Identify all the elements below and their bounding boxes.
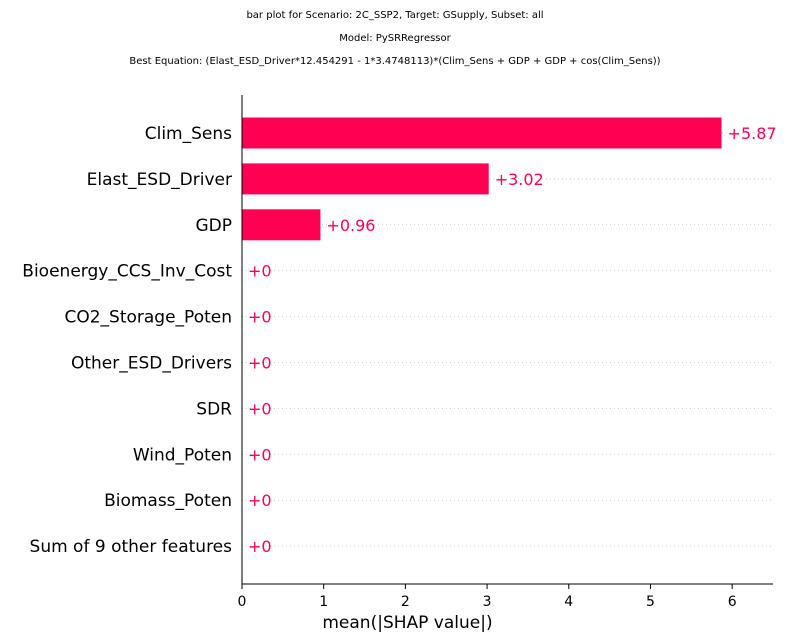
value-label-4: +0 (248, 308, 272, 327)
bar-1 (242, 163, 489, 195)
value-label-5: +0 (248, 354, 272, 373)
value-label-7: +0 (248, 445, 272, 464)
value-label-3: +0 (248, 262, 272, 281)
category-label-5: Other_ESD_Drivers (71, 354, 232, 374)
category-label-0: Clim_Sens (145, 124, 232, 144)
category-label-3: Bioenergy_CCS_Inv_Cost (22, 262, 232, 282)
category-label-6: SDR (196, 399, 232, 419)
value-label-0: +5.87 (728, 124, 777, 143)
chart-title-line-1: bar plot for Scenario: 2C_SSP2, Target: … (246, 10, 544, 21)
value-label-9: +0 (248, 537, 272, 556)
category-label-2: GDP (195, 216, 232, 236)
bar-0 (242, 117, 722, 149)
x-tick-label-3: 3 (483, 594, 492, 610)
category-label-1: Elast_ESD_Driver (87, 170, 232, 190)
x-tick-label-1: 1 (319, 594, 328, 610)
x-axis-title: mean(|SHAP value|) (322, 613, 492, 633)
x-tick-label-2: 2 (401, 594, 410, 610)
bar-2 (242, 209, 321, 241)
category-label-7: Wind_Poten (133, 445, 232, 465)
value-label-6: +0 (248, 399, 272, 418)
x-tick-label-6: 6 (728, 594, 737, 610)
category-label-4: CO2_Storage_Poten (64, 308, 232, 328)
x-tick-label-5: 5 (646, 594, 655, 610)
value-label-8: +0 (248, 491, 272, 510)
category-label-9: Sum of 9 other features (30, 537, 233, 557)
category-label-8: Biomass_Poten (104, 491, 232, 511)
value-label-1: +3.02 (495, 170, 544, 189)
chart-title-line-3: Best Equation: (Elast_ESD_Driver*12.4542… (129, 56, 661, 67)
chart-title-line-2: Model: PySRRegressor (339, 33, 451, 44)
x-tick-label-4: 4 (564, 594, 573, 610)
x-tick-label-0: 0 (238, 594, 247, 610)
value-label-2: +0.96 (326, 216, 375, 235)
